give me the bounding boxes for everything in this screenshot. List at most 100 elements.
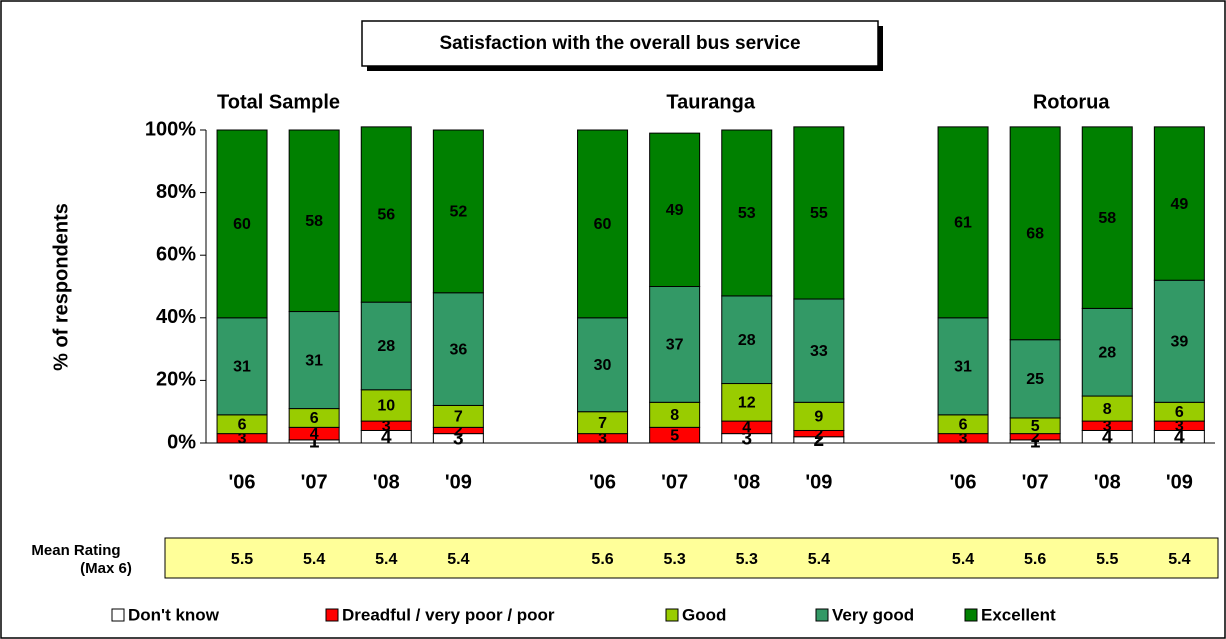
- mean-value: 5.4: [1168, 551, 1190, 568]
- bar-value-label: 12: [738, 395, 756, 412]
- x-tick-label: '06: [589, 471, 616, 493]
- bar-segment: [288, 311, 340, 410]
- group-label: Total Sample: [217, 91, 340, 113]
- bar-value-label: 2: [1031, 429, 1040, 446]
- x-tick-label: '09: [445, 471, 472, 493]
- bar-value-label: 2: [814, 430, 825, 451]
- x-tick-label: '07: [301, 471, 328, 493]
- bar-value-label: 60: [594, 216, 612, 233]
- bar-value-label: 6: [1175, 404, 1184, 421]
- bar-value-label: 3: [959, 431, 968, 448]
- bar-segment: [721, 383, 773, 422]
- legend-swatch: [665, 608, 679, 622]
- x-tick-label: '09: [805, 471, 832, 493]
- bar-segment: [1081, 307, 1133, 397]
- bar-value-label: 3: [1175, 418, 1184, 435]
- bar-value-label: 10: [377, 398, 395, 415]
- bar-value-label: 6: [959, 416, 968, 433]
- bar-value-label: 9: [814, 409, 823, 426]
- bar-value-label: 4: [381, 427, 392, 448]
- bar-value-label: 56: [377, 207, 395, 224]
- mean-value: 5.5: [1096, 551, 1118, 568]
- bar-value-label: 8: [1103, 401, 1112, 418]
- bar-value-label: 6: [238, 416, 247, 433]
- bar-value-label: 5: [1031, 418, 1040, 435]
- mean-value: 5.4: [447, 551, 469, 568]
- bar-value-label: 68: [1026, 226, 1044, 243]
- y-tick-label: 40%: [156, 306, 196, 328]
- bar-value-label: 3: [238, 431, 247, 448]
- bar-value-label: 49: [1170, 196, 1188, 213]
- bar-value-label: 36: [449, 341, 467, 358]
- bar-segment: [793, 126, 845, 300]
- title-box: [361, 20, 879, 67]
- bar-value-label: 25: [1026, 371, 1044, 388]
- x-tick-label: '06: [229, 471, 256, 493]
- x-tick-label: '08: [1094, 471, 1121, 493]
- bar-value-label: 30: [594, 357, 612, 374]
- bar-value-label: 55: [810, 205, 828, 222]
- mean-box: [164, 537, 1219, 579]
- y-tick-label: 0%: [167, 431, 196, 453]
- bar-value-label: 60: [233, 216, 251, 233]
- bar-value-label: 31: [954, 359, 972, 376]
- mean-value: 5.5: [231, 551, 253, 568]
- bar-segment: [216, 129, 268, 319]
- mean-value: 5.4: [375, 551, 397, 568]
- bar-value-label: 3: [382, 418, 391, 435]
- bar-value-label: 4: [310, 426, 319, 443]
- bar-segment: [649, 286, 701, 403]
- mean-value: 5.4: [952, 551, 974, 568]
- x-tick-label: '08: [733, 471, 760, 493]
- bar-segment: [577, 129, 629, 319]
- bar-value-label: 37: [666, 337, 684, 354]
- legend-label: Very good: [832, 605, 914, 624]
- bar-segment: [649, 132, 701, 287]
- mean-value: 5.3: [736, 551, 758, 568]
- bar-value-label: 2: [454, 423, 463, 440]
- bar-value-label: 1: [309, 431, 320, 452]
- group-label: Rotorua: [1033, 91, 1111, 113]
- bar-value-label: 3: [598, 431, 607, 448]
- mean-value: 5.6: [591, 551, 613, 568]
- y-axis-label: % of respondents: [50, 203, 72, 371]
- bar-segment: [1009, 126, 1061, 341]
- y-tick-label: 80%: [156, 181, 196, 203]
- mean-value: 5.6: [1024, 551, 1046, 568]
- bar-value-label: 1: [1030, 431, 1041, 452]
- legend-label: Dreadful / very poor / poor: [342, 605, 555, 624]
- bar-value-label: 58: [1098, 210, 1116, 227]
- bar-segment: [1081, 126, 1133, 309]
- bar-value-label: 28: [377, 338, 395, 355]
- bar-value-label: 31: [305, 352, 323, 369]
- mean-sublabel: (Max 6): [80, 560, 132, 577]
- legend-label: Good: [682, 605, 726, 624]
- mean-value: 5.4: [303, 551, 325, 568]
- bar-value-label: 53: [738, 205, 756, 222]
- bar-value-label: 3: [741, 428, 752, 449]
- mean-value: 5.3: [664, 551, 686, 568]
- bar-value-label: 7: [454, 409, 463, 426]
- bar-value-label: 8: [670, 407, 679, 424]
- bar-value-label: 33: [810, 343, 828, 360]
- bar-value-label: 49: [666, 202, 684, 219]
- legend-label: Excellent: [981, 605, 1056, 624]
- legend-swatch: [815, 608, 829, 622]
- x-tick-label: '09: [1166, 471, 1193, 493]
- bar-segment: [216, 317, 268, 416]
- bar-value-label: 58: [305, 213, 323, 230]
- bar-value-label: 28: [738, 332, 756, 349]
- bar-value-label: 4: [1102, 427, 1113, 448]
- bar-value-label: 3: [453, 428, 464, 449]
- bar-segment: [1153, 279, 1205, 403]
- bar-segment: [360, 126, 412, 303]
- bar-segment: [360, 389, 412, 422]
- bar-value-label: 31: [233, 359, 251, 376]
- mean-label: Mean Rating: [31, 542, 120, 559]
- x-tick-label: '06: [950, 471, 977, 493]
- bar-value-label: 3: [1103, 418, 1112, 435]
- bar-segment: [721, 129, 773, 297]
- bar-segment: [937, 317, 989, 416]
- bar-value-label: 39: [1170, 333, 1188, 350]
